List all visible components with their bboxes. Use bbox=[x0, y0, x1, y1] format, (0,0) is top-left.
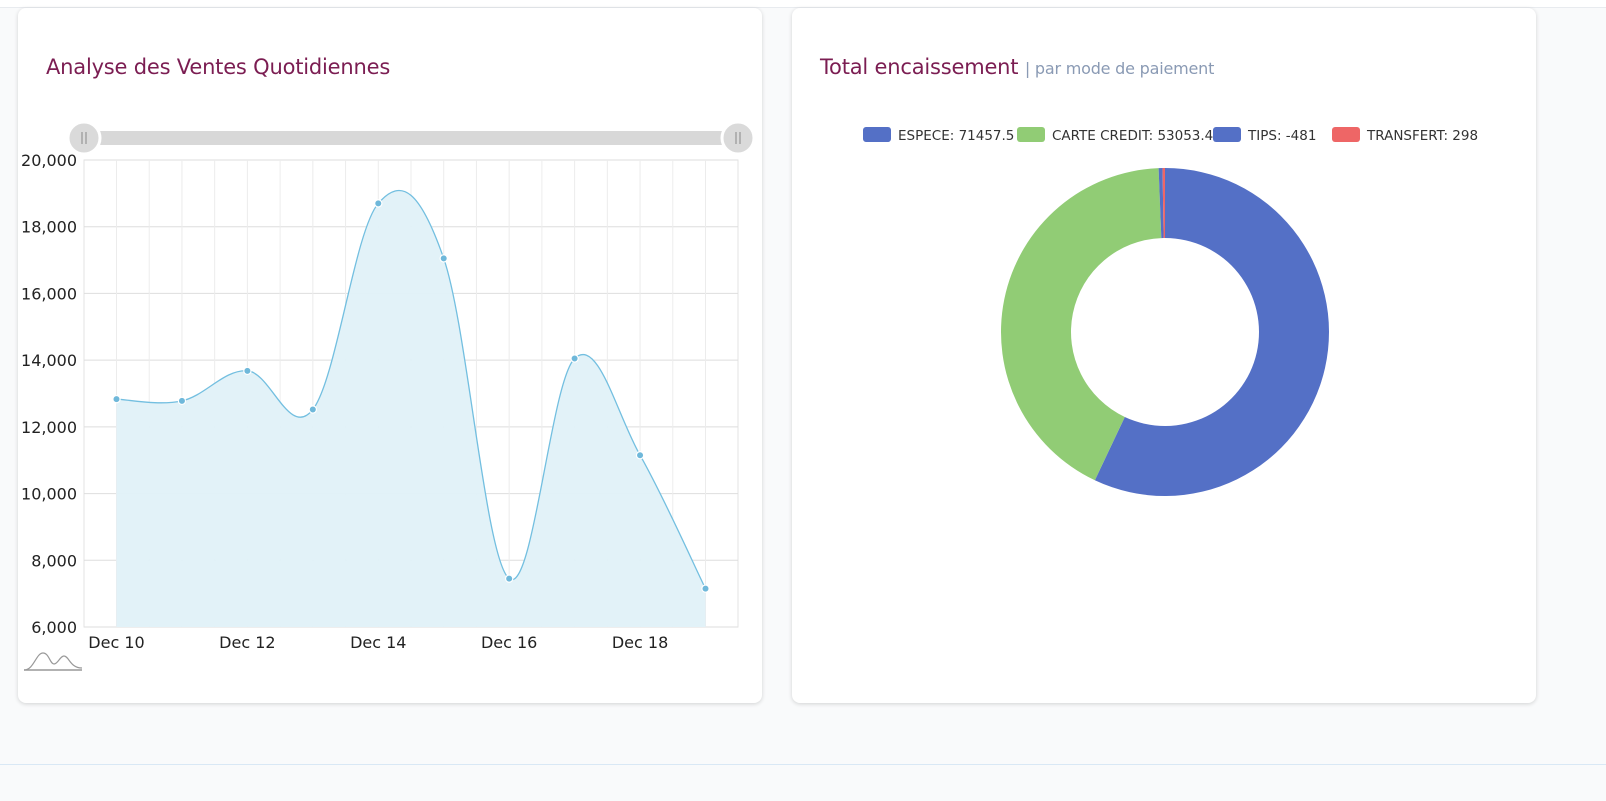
y-tick-label: 18,000 bbox=[21, 218, 77, 237]
payment-total-card: Total encaissement | par mode de paiemen… bbox=[792, 8, 1536, 703]
legend-swatch bbox=[863, 127, 891, 142]
sales-point[interactable] bbox=[439, 254, 448, 263]
legend-item[interactable]: TRANSFERT: 298 bbox=[1332, 127, 1478, 144]
sales-point[interactable] bbox=[308, 405, 318, 414]
x-tick-label: Dec 16 bbox=[481, 633, 537, 652]
top-divider bbox=[0, 0, 1606, 8]
donut-slice[interactable] bbox=[1094, 168, 1329, 496]
payment-total-subtitle: | par mode de paiement bbox=[1024, 59, 1215, 78]
daily-sales-chart: 6,000 8,000 10,000 12,000 14,000 16,000 18,000… bbox=[21, 120, 756, 671]
legend-item[interactable]: CARTE CREDIT: 53053.4 bbox=[1017, 127, 1213, 144]
data-zoom-mini-icon[interactable] bbox=[23, 652, 83, 671]
sales-area bbox=[116, 190, 706, 628]
range-slider-left-handle[interactable] bbox=[66, 120, 102, 156]
x-tick-label: Dec 10 bbox=[88, 633, 144, 652]
sales-point[interactable] bbox=[243, 366, 252, 376]
legend-swatch bbox=[1017, 127, 1045, 142]
sales-point[interactable] bbox=[701, 584, 710, 593]
range-slider-track[interactable] bbox=[84, 131, 738, 145]
y-tick-label: 10,000 bbox=[21, 485, 77, 504]
bottom-divider bbox=[0, 764, 1606, 765]
y-tick-label: 8,000 bbox=[31, 551, 77, 570]
daily-sales-card: Analyse des Ventes Quotidiennes 6,000 8,0… bbox=[18, 8, 762, 703]
sales-point[interactable] bbox=[504, 574, 514, 583]
sales-point[interactable] bbox=[374, 199, 383, 208]
x-tick-label: Dec 18 bbox=[612, 633, 668, 652]
legend-label: TIPS: -481 bbox=[1247, 128, 1316, 144]
legend-label: CARTE CREDIT: 53053.4 bbox=[1052, 128, 1213, 144]
donut-slice[interactable] bbox=[1162, 168, 1165, 239]
sales-point[interactable] bbox=[570, 354, 579, 363]
y-tick-label: 20,000 bbox=[21, 151, 77, 170]
donut-slice[interactable] bbox=[1001, 168, 1162, 481]
legend-item[interactable]: TIPS: -481 bbox=[1213, 127, 1316, 144]
y-tick-label: 12,000 bbox=[21, 418, 77, 437]
payment-total-title-text: Total encaissement bbox=[820, 55, 1019, 79]
x-tick-label: Dec 12 bbox=[219, 633, 275, 652]
x-tick-label: Dec 14 bbox=[350, 633, 406, 652]
y-tick-label: 6,000 bbox=[31, 618, 77, 637]
legend-swatch bbox=[1213, 127, 1241, 142]
payment-total-title: Total encaissement | par mode de paiemen… bbox=[820, 55, 1214, 79]
y-tick-label: 16,000 bbox=[21, 284, 77, 303]
daily-sales-title: Analyse des Ventes Quotidiennes bbox=[46, 55, 391, 79]
sales-point[interactable] bbox=[112, 394, 121, 404]
legend-label: ESPECE: 71457.5 bbox=[898, 128, 1014, 144]
range-slider-right-handle[interactable] bbox=[720, 120, 756, 156]
legend-swatch bbox=[1332, 127, 1360, 142]
legend-label: TRANSFERT: 298 bbox=[1366, 128, 1478, 144]
sales-point[interactable] bbox=[635, 451, 645, 460]
payment-donut-chart: ESPECE: 71457.5 CARTE CREDIT: 53053.4 TIPS… bbox=[863, 127, 1478, 496]
y-tick-label: 14,000 bbox=[21, 351, 77, 370]
donut-slice[interactable] bbox=[1158, 168, 1164, 239]
legend-item[interactable]: ESPECE: 71457.5 bbox=[863, 127, 1014, 144]
sales-point[interactable] bbox=[177, 396, 187, 406]
